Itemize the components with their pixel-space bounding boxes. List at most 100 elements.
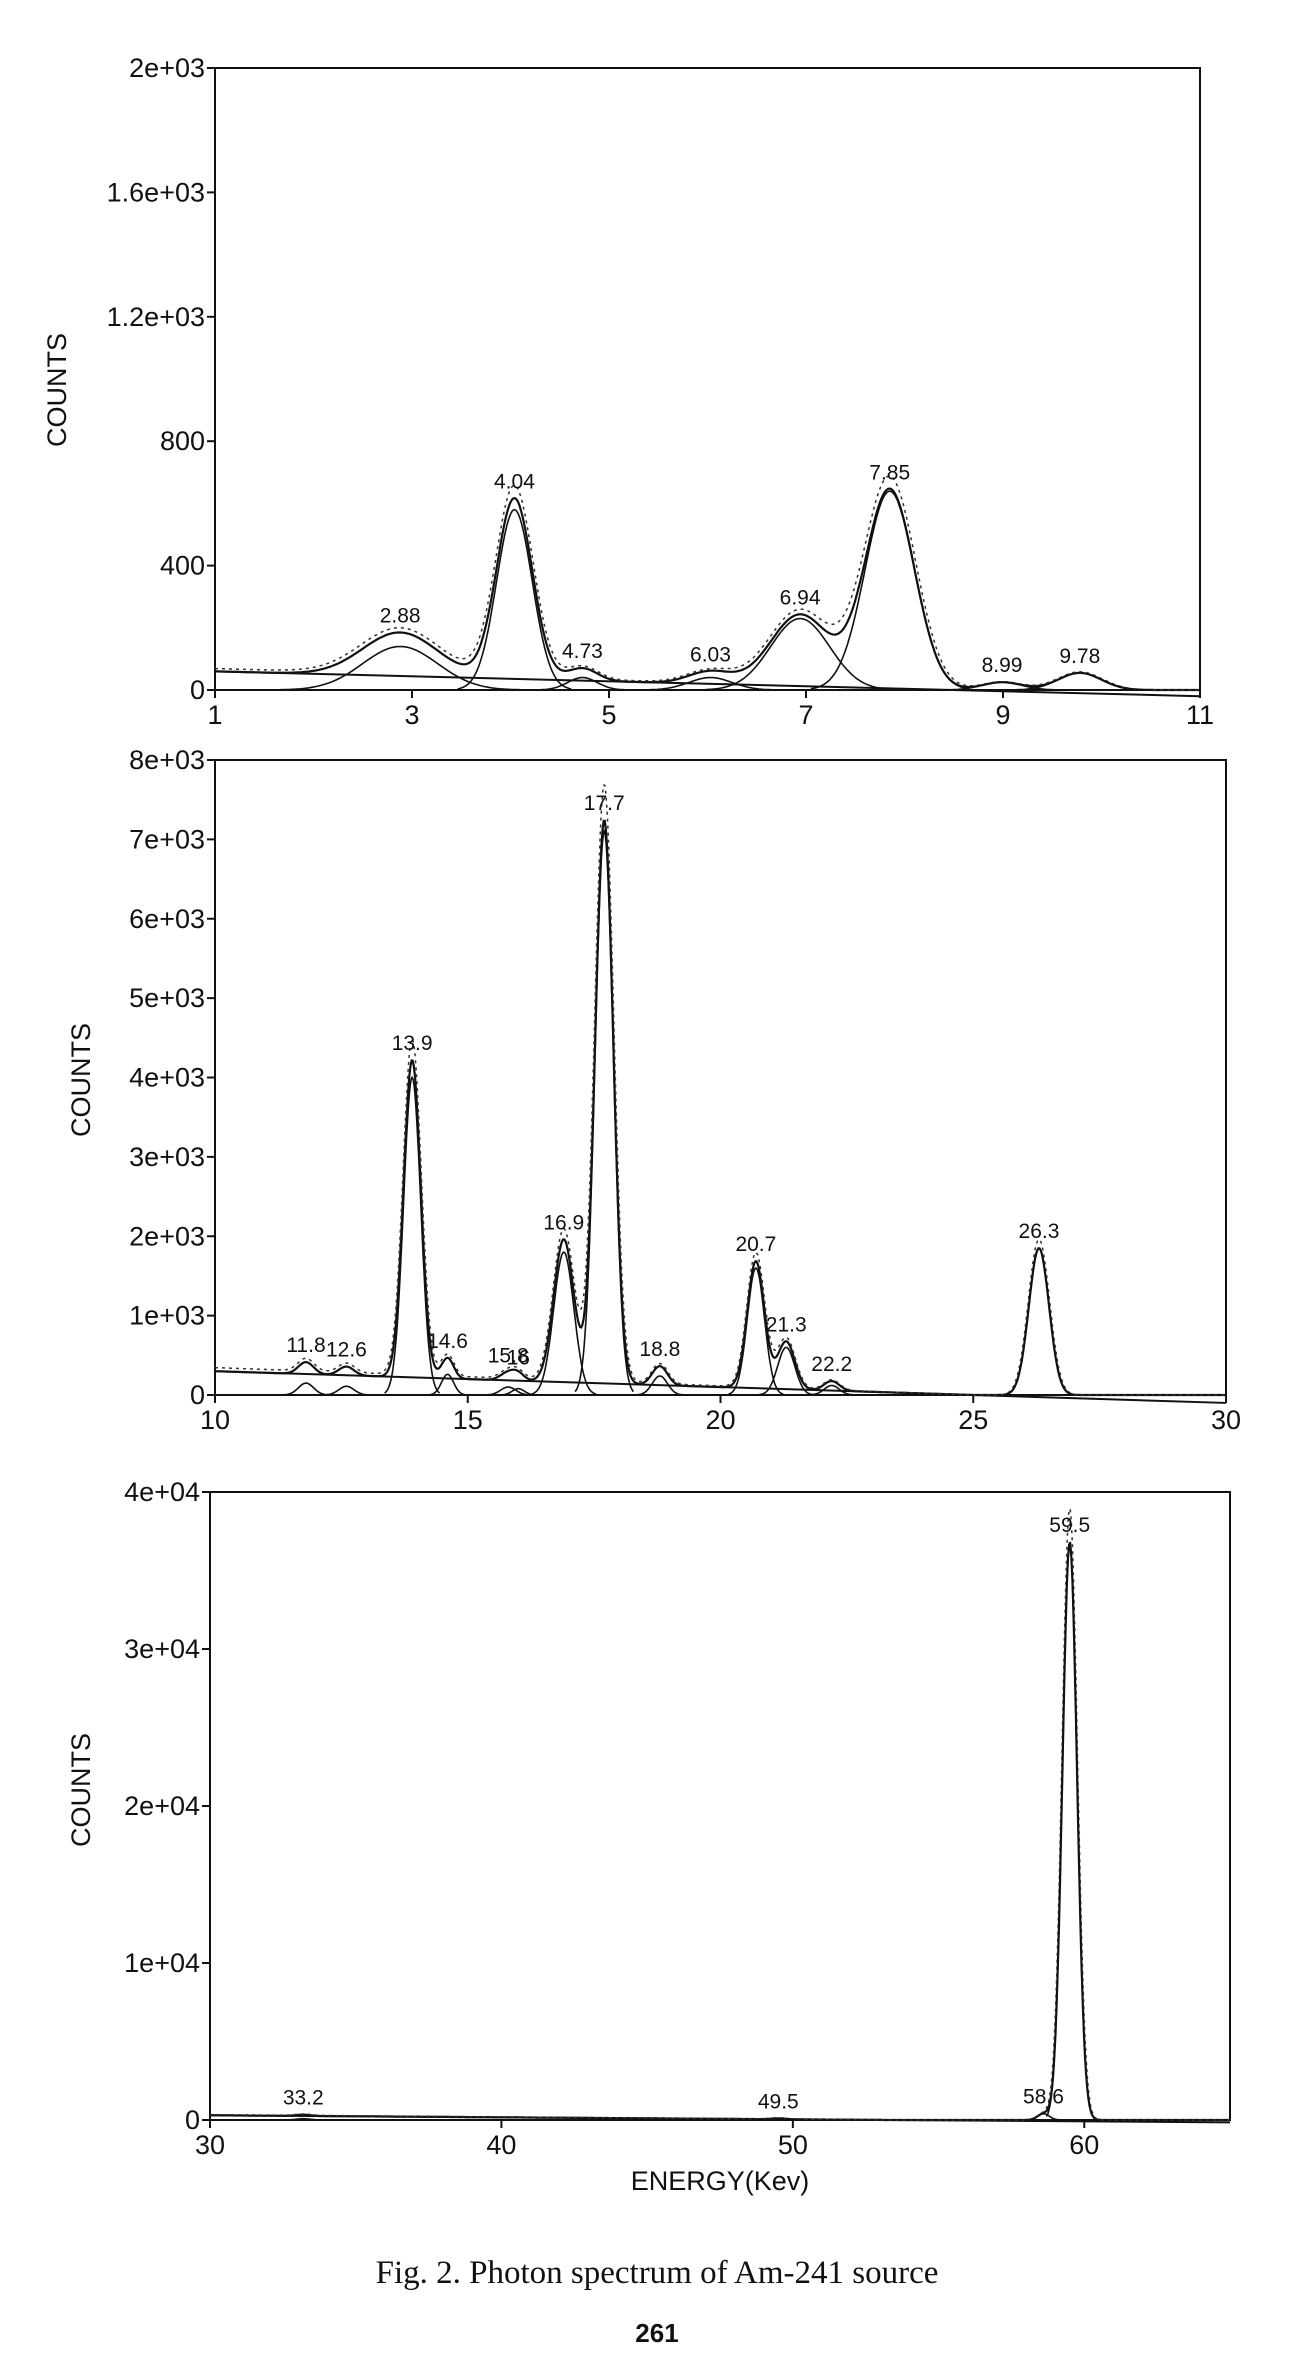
y-tick-label: 2e+03 — [129, 1221, 205, 1251]
peak-energy-label: 16.9 — [543, 1211, 584, 1234]
peak-component-curve — [938, 681, 1066, 691]
peak-component-curve — [483, 1386, 533, 1396]
peak-component-curve — [322, 1385, 371, 1396]
plot-frame — [214, 759, 1227, 1396]
measured-spectrum-trace — [210, 1507, 1230, 2121]
fitted-spectrum-curve — [215, 819, 1226, 1397]
peak-energy-label: 59.5 — [1049, 1514, 1090, 1537]
peak-component-curve — [457, 508, 572, 690]
x-tick-label: 30 — [1211, 1405, 1241, 1435]
background-baseline — [214, 670, 1201, 698]
peak-energy-label: 49.5 — [758, 2090, 799, 2113]
peak-component-curve — [1045, 1542, 1094, 2117]
peak-component-curve — [1006, 1247, 1072, 1395]
peak-energy-label: 8.99 — [982, 654, 1023, 677]
peak-component-curve — [1010, 672, 1150, 691]
peak-component-curve — [279, 2117, 327, 2121]
peak-energy-label: 21.3 — [766, 1314, 807, 1337]
spectrum-chart-30-to-65-kev: 0 1e+04 2e+04 3e+04 4e+04 30 40 50 60 COUNTS ENERG… — [66, 1477, 1231, 2196]
x-tick-label: 1 — [207, 700, 222, 730]
peak-component-curve — [280, 645, 521, 691]
peak-component-curve — [705, 617, 895, 691]
y-tick-label: 0 — [185, 2105, 200, 2135]
y-tick-label: 4e+04 — [124, 1477, 200, 1507]
x-tick-label: 5 — [601, 700, 616, 730]
peak-component-curve — [574, 828, 635, 1393]
peak-component-curve — [281, 1382, 331, 1396]
peak-energy-label: 20.7 — [735, 1233, 776, 1256]
peak-energy-label: 11.8 — [286, 1334, 325, 1357]
x-tick-label: 50 — [778, 2130, 808, 2160]
y-tick-label: 4e+03 — [129, 1063, 205, 1093]
y-tick-label: 1.2e+03 — [107, 302, 205, 332]
fitted-spectrum-curve — [210, 1541, 1230, 2122]
y-tick-label: 8e+03 — [129, 745, 205, 775]
peak-component-curve — [427, 1373, 468, 1396]
x-tick-label: 25 — [958, 1405, 988, 1435]
peak-energy-label: 6.03 — [690, 643, 731, 666]
peak-energy-label: 7.85 — [869, 461, 910, 484]
y-tick-label: 800 — [160, 426, 205, 456]
y-tick-label: 1.6e+03 — [107, 177, 205, 207]
peak-component-curve — [728, 1266, 784, 1395]
y-tick-label: 400 — [160, 551, 205, 581]
peak-energy-label: 33.2 — [283, 2087, 324, 2110]
x-tick-label: 10 — [200, 1405, 230, 1435]
x-tick-label: 11 — [1186, 700, 1214, 730]
x-tick-label: 20 — [705, 1405, 735, 1435]
measured-spectrum-trace — [214, 784, 1226, 1396]
y-tick-label: 0 — [190, 675, 205, 705]
peak-component-curve — [531, 1251, 597, 1395]
peak-energy-label: 13.9 — [392, 1032, 433, 1055]
peak-component-curve — [807, 1384, 856, 1396]
peak-component-curve — [810, 490, 969, 690]
peak-component-curve — [1024, 2112, 1063, 2121]
y-axis-label: COUNTS — [42, 333, 72, 447]
x-tick-label: 60 — [1069, 2130, 1099, 2160]
peak-energy-label: 58.6 — [1023, 2086, 1064, 2109]
peak-energy-label: 17.7 — [584, 792, 625, 815]
x-tick-label: 3 — [404, 700, 419, 730]
peak-component-curve — [535, 676, 630, 691]
peak-energy-label: 4.73 — [562, 640, 603, 663]
peak-energy-label: 2.88 — [380, 604, 421, 627]
peak-component-curve — [498, 1387, 538, 1396]
y-tick-label: 6e+03 — [129, 904, 205, 934]
peak-component-curve — [641, 676, 780, 691]
peak-energy-label: 9.78 — [1059, 645, 1100, 668]
peak-energy-label: 16 — [507, 1346, 530, 1369]
y-axis-label: COUNTS — [66, 1733, 96, 1847]
y-tick-label: 3e+04 — [124, 1634, 200, 1664]
x-tick-label: 7 — [798, 700, 813, 730]
y-tick-label: 5e+03 — [129, 983, 205, 1013]
peak-energy-label: 4.04 — [494, 471, 535, 494]
x-axis-label: ENERGY(Kev) — [631, 2166, 810, 2196]
peak-energy-label: 12.6 — [326, 1339, 367, 1362]
spectrum-chart-10-to-30-kev: 0 1e+03 2e+03 3e+03 4e+03 5e+03 6e+03 7e+03 8e+0… — [66, 745, 1241, 1435]
peak-component-curve — [755, 2118, 802, 2121]
y-tick-label: 1e+03 — [129, 1301, 205, 1331]
peak-component-curve — [758, 1346, 814, 1396]
measured-spectrum-trace — [214, 475, 1200, 691]
x-tick-label: 30 — [195, 2130, 225, 2160]
plot-frame — [214, 67, 1201, 691]
peak-energy-label: 26.3 — [1019, 1220, 1060, 1243]
peak-energy-label: 15.8 — [488, 1344, 529, 1367]
page-number: 261 — [635, 2318, 679, 2348]
y-tick-label: 2e+04 — [124, 1791, 200, 1821]
y-tick-label: 1e+04 — [124, 1948, 200, 1978]
peak-energy-label: 6.94 — [780, 587, 821, 610]
y-tick-label: 3e+03 — [129, 1142, 205, 1172]
figure-caption: Fig. 2. Photon spectrum of Am-241 source — [375, 2255, 939, 2291]
spectrum-chart-1-to-11-kev: 0 400 800 1.2e+03 1.6e+03 2e+03 1 3 5 7 9 11 COUNTS 2… — [42, 53, 1214, 730]
x-tick-label: 15 — [453, 1405, 483, 1435]
peak-energy-label: 18.8 — [639, 1338, 680, 1361]
y-axis-label: COUNTS — [66, 1023, 96, 1137]
y-tick-label: 0 — [190, 1380, 205, 1410]
peak-component-curve — [635, 1375, 685, 1396]
peak-component-curve — [384, 1075, 441, 1394]
fitted-spectrum-curve — [214, 487, 1200, 692]
peak-energy-label: 14.6 — [427, 1330, 468, 1353]
peak-energy-label: 22.2 — [811, 1353, 852, 1376]
y-tick-label: 2e+03 — [129, 53, 205, 83]
